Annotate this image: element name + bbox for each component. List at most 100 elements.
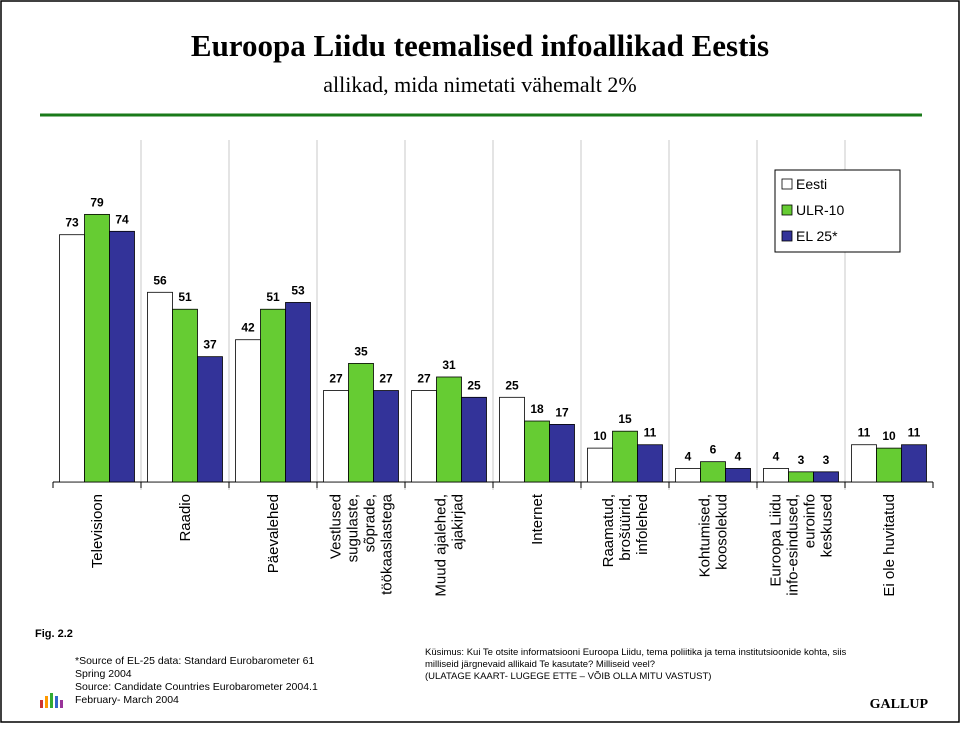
value-label: 27 xyxy=(417,372,431,386)
bar xyxy=(851,444,877,483)
x-tick-label-line: Euroopa Liidu xyxy=(768,494,785,587)
bar xyxy=(499,396,525,483)
x-tick-label: Raamatud,brošüürid,infolehed xyxy=(600,494,651,567)
value-label: 3 xyxy=(823,453,830,467)
bar xyxy=(675,468,701,483)
source-note: *Source of EL-25 data: Standard Eurobaro… xyxy=(75,655,314,667)
bar xyxy=(587,447,613,483)
x-tick-label: Internet xyxy=(529,493,546,545)
value-label: 31 xyxy=(442,358,456,372)
x-tick-label-line: Päevalehed xyxy=(265,494,282,573)
legend-swatch xyxy=(781,204,793,216)
bar xyxy=(637,444,663,483)
legend-swatch xyxy=(781,178,793,190)
value-label: 37 xyxy=(203,338,217,352)
value-label: 10 xyxy=(593,429,607,443)
x-tick-label-line: ajakirjad xyxy=(450,494,467,550)
bar xyxy=(461,396,487,483)
x-tick-label-line: Ei ole huvitatud xyxy=(881,494,898,597)
source-note: February- March 2004 xyxy=(75,694,179,706)
chart-subtitle: allikad, mida nimetati vähemalt 2% xyxy=(323,72,636,97)
value-label: 42 xyxy=(241,321,255,335)
x-tick-label-line: koosolekud xyxy=(714,494,731,570)
x-tick-label: Kohtumised,koosolekud xyxy=(697,494,731,577)
question-text: (ULATAGE KAART- LUGEGE ETTE – VÕIB OLLA … xyxy=(425,671,711,682)
value-label: 56 xyxy=(153,273,167,287)
figure-label: Fig. 2.2 xyxy=(35,628,73,640)
chart-title: Euroopa Liidu teemalised infoallikad Ees… xyxy=(191,28,769,63)
value-label: 27 xyxy=(329,372,343,386)
value-label: 11 xyxy=(908,426,921,440)
bar xyxy=(901,444,927,483)
legend-label: ULR-10 xyxy=(796,202,844,218)
bar xyxy=(813,471,839,483)
bar xyxy=(59,234,85,483)
bar xyxy=(725,468,751,483)
x-tick-label: Ei ole huvitatud xyxy=(881,494,898,597)
value-label: 18 xyxy=(530,402,544,416)
x-tick-label-line: Muud ajalehed, xyxy=(433,494,450,597)
bar xyxy=(436,376,462,483)
bar xyxy=(411,390,437,483)
x-tick-label-line: infolehed xyxy=(634,494,651,555)
bar xyxy=(285,302,311,483)
value-label: 4 xyxy=(685,449,692,463)
bar xyxy=(612,430,638,483)
logo xyxy=(40,693,63,708)
value-label: 4 xyxy=(773,449,780,463)
x-tick-label-line: keskused xyxy=(819,494,836,557)
value-label: 15 xyxy=(618,412,632,426)
value-label: 35 xyxy=(354,344,368,358)
legend-box xyxy=(774,169,901,253)
x-tick-label-line: Internet xyxy=(529,493,546,545)
x-tick-label-line: info-esindused, xyxy=(785,494,802,596)
value-label: 4 xyxy=(735,449,742,463)
value-label: 17 xyxy=(555,405,569,419)
bar xyxy=(876,447,902,483)
question-text: milliseid järgnevaid allikaid Te kasutat… xyxy=(425,659,655,670)
x-tick-label: Euroopa Liiduinfo-esindused,euroinfokesk… xyxy=(768,494,836,596)
x-tick-label-line: Raadio xyxy=(177,494,194,542)
value-label: 51 xyxy=(178,290,192,304)
bar xyxy=(235,339,261,483)
bar xyxy=(700,461,726,483)
value-label: 25 xyxy=(505,378,519,392)
x-tick-label: Muud ajalehed,ajakirjad xyxy=(433,494,467,597)
x-tick-label: Televisioon xyxy=(89,494,106,568)
source-note: Spring 2004 xyxy=(75,668,132,680)
question-text: Küsimus: Kui Te otsite informatsiooni Eu… xyxy=(425,647,846,658)
bar xyxy=(323,390,349,483)
bar xyxy=(373,390,399,483)
x-tick-label-line: töökaaslastega xyxy=(379,493,396,595)
x-tick-label: Raadio xyxy=(177,494,194,542)
bar xyxy=(524,420,550,483)
x-tick-label-line: Raamatud, xyxy=(600,494,617,567)
bar xyxy=(147,291,173,483)
x-tick-label-line: brošüürid, xyxy=(617,494,634,561)
x-tick-label-line: Vestlused xyxy=(328,494,345,559)
x-tick-label-line: Kohtumised, xyxy=(697,494,714,577)
value-label: 27 xyxy=(379,372,393,386)
legend-label: EL 25* xyxy=(796,228,838,244)
bar xyxy=(348,363,374,483)
x-tick-label-line: sõprade, xyxy=(362,494,379,552)
legend-swatch xyxy=(781,230,793,242)
bar xyxy=(109,230,135,483)
bar xyxy=(84,213,110,483)
bar xyxy=(763,468,789,483)
bar xyxy=(549,424,575,483)
x-tick-label: Päevalehed xyxy=(265,494,282,573)
x-tick-label-line: euroinfo xyxy=(802,494,819,548)
value-label: 73 xyxy=(65,216,79,230)
brand: GALLUP xyxy=(870,697,929,712)
value-label: 25 xyxy=(467,378,481,392)
value-label: 53 xyxy=(291,283,305,297)
value-label: 3 xyxy=(798,453,805,467)
value-label: 51 xyxy=(266,290,280,304)
bar xyxy=(172,308,198,483)
x-tick-label: Vestlusedsugulaste,sõprade,töökaaslasteg… xyxy=(328,493,396,595)
value-label: 79 xyxy=(90,195,104,209)
x-tick-label-line: Televisioon xyxy=(89,494,106,568)
